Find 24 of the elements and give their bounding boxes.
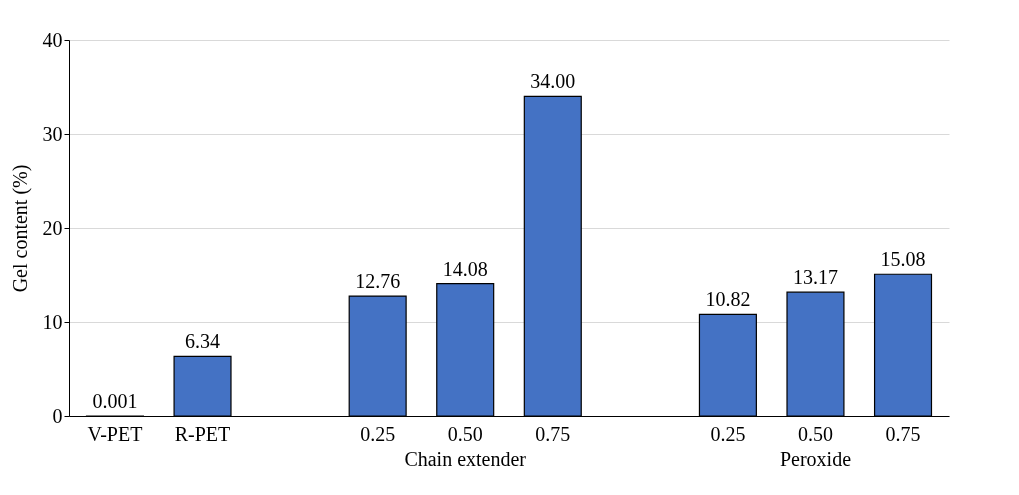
x-tick-label: R-PET	[174, 422, 231, 445]
y-tick-label: 20	[42, 216, 63, 239]
data-label: 6.34	[185, 330, 221, 353]
y-tick-label: 10	[42, 310, 63, 333]
data-label: 10.82	[705, 288, 751, 311]
data-label: 0.001	[92, 389, 138, 412]
y-axis-title: Gel content (%)	[8, 164, 32, 293]
data-label: 13.17	[792, 266, 838, 289]
x-tick-label: 0.50	[797, 422, 833, 445]
data-label: 15.08	[880, 248, 926, 271]
y-tick-label: 40	[42, 28, 63, 51]
x-tick-label: 0.25	[710, 422, 746, 445]
x-tick-label: 0.50	[447, 422, 483, 445]
data-label: 34.00	[530, 70, 576, 93]
data-label: 14.08	[442, 257, 488, 280]
x-tick-label: 0.25	[360, 422, 396, 445]
text: Peroxide	[779, 448, 852, 470]
y-tick-label: 0	[52, 404, 63, 427]
x-tick-label: V-PET	[87, 422, 143, 445]
x-tick-label: 0.75	[535, 422, 571, 445]
x-tick-label: 0.75	[885, 422, 921, 445]
data-label: 12.76	[355, 270, 401, 293]
y-tick-label: 30	[42, 122, 63, 145]
text: Chain extender	[404, 448, 527, 470]
